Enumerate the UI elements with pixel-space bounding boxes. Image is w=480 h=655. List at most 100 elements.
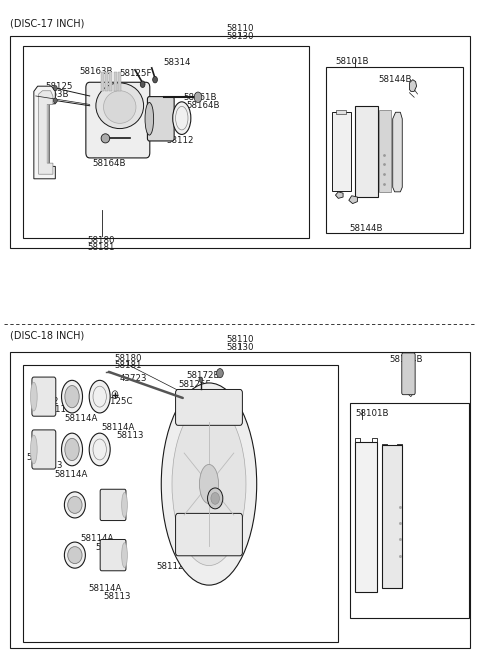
Ellipse shape	[101, 134, 110, 143]
Bar	[382, 445, 402, 588]
Ellipse shape	[96, 83, 144, 128]
Ellipse shape	[61, 381, 83, 413]
Polygon shape	[38, 91, 53, 174]
Bar	[23, 365, 338, 642]
Bar	[326, 67, 463, 233]
Polygon shape	[409, 80, 417, 92]
Bar	[332, 112, 351, 191]
Text: 58130: 58130	[226, 32, 254, 41]
Bar	[105, 72, 108, 92]
Circle shape	[216, 369, 223, 378]
Bar	[355, 105, 378, 197]
Ellipse shape	[68, 496, 82, 514]
Bar	[109, 72, 112, 92]
Bar	[350, 403, 469, 618]
Text: 58168A: 58168A	[214, 466, 247, 476]
Polygon shape	[393, 112, 402, 192]
Text: 58114A: 58114A	[89, 584, 122, 593]
Ellipse shape	[31, 435, 37, 464]
Text: 58164B: 58164B	[187, 100, 220, 109]
Text: 58101B: 58101B	[356, 409, 389, 418]
Text: 58113: 58113	[44, 405, 72, 414]
Ellipse shape	[65, 438, 79, 460]
Text: 58112: 58112	[31, 398, 59, 406]
Ellipse shape	[121, 543, 127, 567]
Circle shape	[194, 92, 202, 102]
Text: 58172B: 58172B	[187, 371, 220, 380]
FancyBboxPatch shape	[402, 353, 415, 395]
Text: 58112: 58112	[166, 136, 193, 145]
FancyBboxPatch shape	[147, 97, 174, 141]
Text: 58180: 58180	[88, 236, 115, 245]
Bar	[114, 72, 117, 92]
Ellipse shape	[31, 383, 37, 411]
Ellipse shape	[61, 433, 83, 466]
Ellipse shape	[64, 492, 85, 518]
Ellipse shape	[173, 102, 191, 134]
Text: 58113: 58113	[36, 460, 63, 470]
Circle shape	[153, 77, 157, 83]
FancyBboxPatch shape	[32, 430, 56, 469]
Circle shape	[53, 98, 57, 103]
Text: 58112: 58112	[156, 561, 184, 571]
Text: 58164B: 58164B	[92, 159, 126, 168]
Text: 58114A: 58114A	[64, 414, 98, 423]
Text: 58314: 58314	[164, 58, 191, 67]
Circle shape	[199, 377, 203, 383]
Ellipse shape	[104, 91, 136, 123]
Text: 43723: 43723	[119, 375, 147, 383]
FancyBboxPatch shape	[100, 489, 126, 521]
Circle shape	[211, 493, 219, 504]
FancyBboxPatch shape	[32, 377, 56, 416]
Ellipse shape	[89, 433, 110, 466]
Ellipse shape	[161, 383, 257, 585]
Text: (DISC-18 INCH): (DISC-18 INCH)	[10, 330, 84, 340]
Bar	[379, 110, 391, 192]
Text: 58125F: 58125F	[178, 381, 210, 389]
Bar	[118, 72, 120, 92]
Bar	[101, 72, 104, 92]
FancyBboxPatch shape	[86, 83, 150, 158]
Text: 58112: 58112	[26, 453, 54, 462]
Text: 58161B: 58161B	[184, 93, 217, 102]
Bar	[355, 441, 377, 591]
FancyBboxPatch shape	[176, 390, 242, 425]
Ellipse shape	[199, 464, 218, 504]
Ellipse shape	[172, 403, 246, 565]
Text: 58144B: 58144B	[389, 355, 422, 364]
Bar	[10, 36, 470, 248]
Circle shape	[207, 488, 223, 509]
Text: 58114A: 58114A	[55, 470, 88, 479]
Text: 58162B: 58162B	[86, 151, 120, 160]
Text: 58130: 58130	[226, 343, 254, 352]
Text: 58113: 58113	[95, 543, 122, 552]
Text: 58125: 58125	[46, 82, 73, 90]
Polygon shape	[336, 192, 343, 198]
Text: 58101B: 58101B	[336, 57, 369, 66]
Ellipse shape	[68, 547, 82, 563]
Text: 58112: 58112	[177, 521, 204, 529]
Text: 58114A: 58114A	[102, 422, 135, 432]
Text: 58163B: 58163B	[79, 67, 113, 75]
Text: 58125C: 58125C	[99, 398, 132, 406]
FancyBboxPatch shape	[176, 514, 242, 556]
Text: 58110: 58110	[226, 24, 254, 33]
Text: 58181: 58181	[88, 244, 115, 252]
Ellipse shape	[89, 381, 110, 413]
Text: 58114A: 58114A	[80, 534, 113, 543]
Ellipse shape	[145, 102, 154, 135]
Bar	[10, 352, 470, 648]
Text: 58181: 58181	[114, 361, 142, 370]
Polygon shape	[349, 196, 358, 204]
Text: 58144B: 58144B	[350, 225, 383, 233]
Circle shape	[140, 81, 145, 88]
Text: 58180: 58180	[114, 354, 142, 363]
Text: (DISC-17 INCH): (DISC-17 INCH)	[10, 19, 84, 29]
Text: 58113: 58113	[103, 591, 131, 601]
Bar	[23, 46, 309, 238]
Bar	[336, 110, 346, 114]
Text: 58144B: 58144B	[378, 75, 412, 84]
Polygon shape	[34, 86, 55, 179]
Text: 58113: 58113	[116, 430, 144, 440]
Text: 58163B: 58163B	[36, 90, 69, 99]
